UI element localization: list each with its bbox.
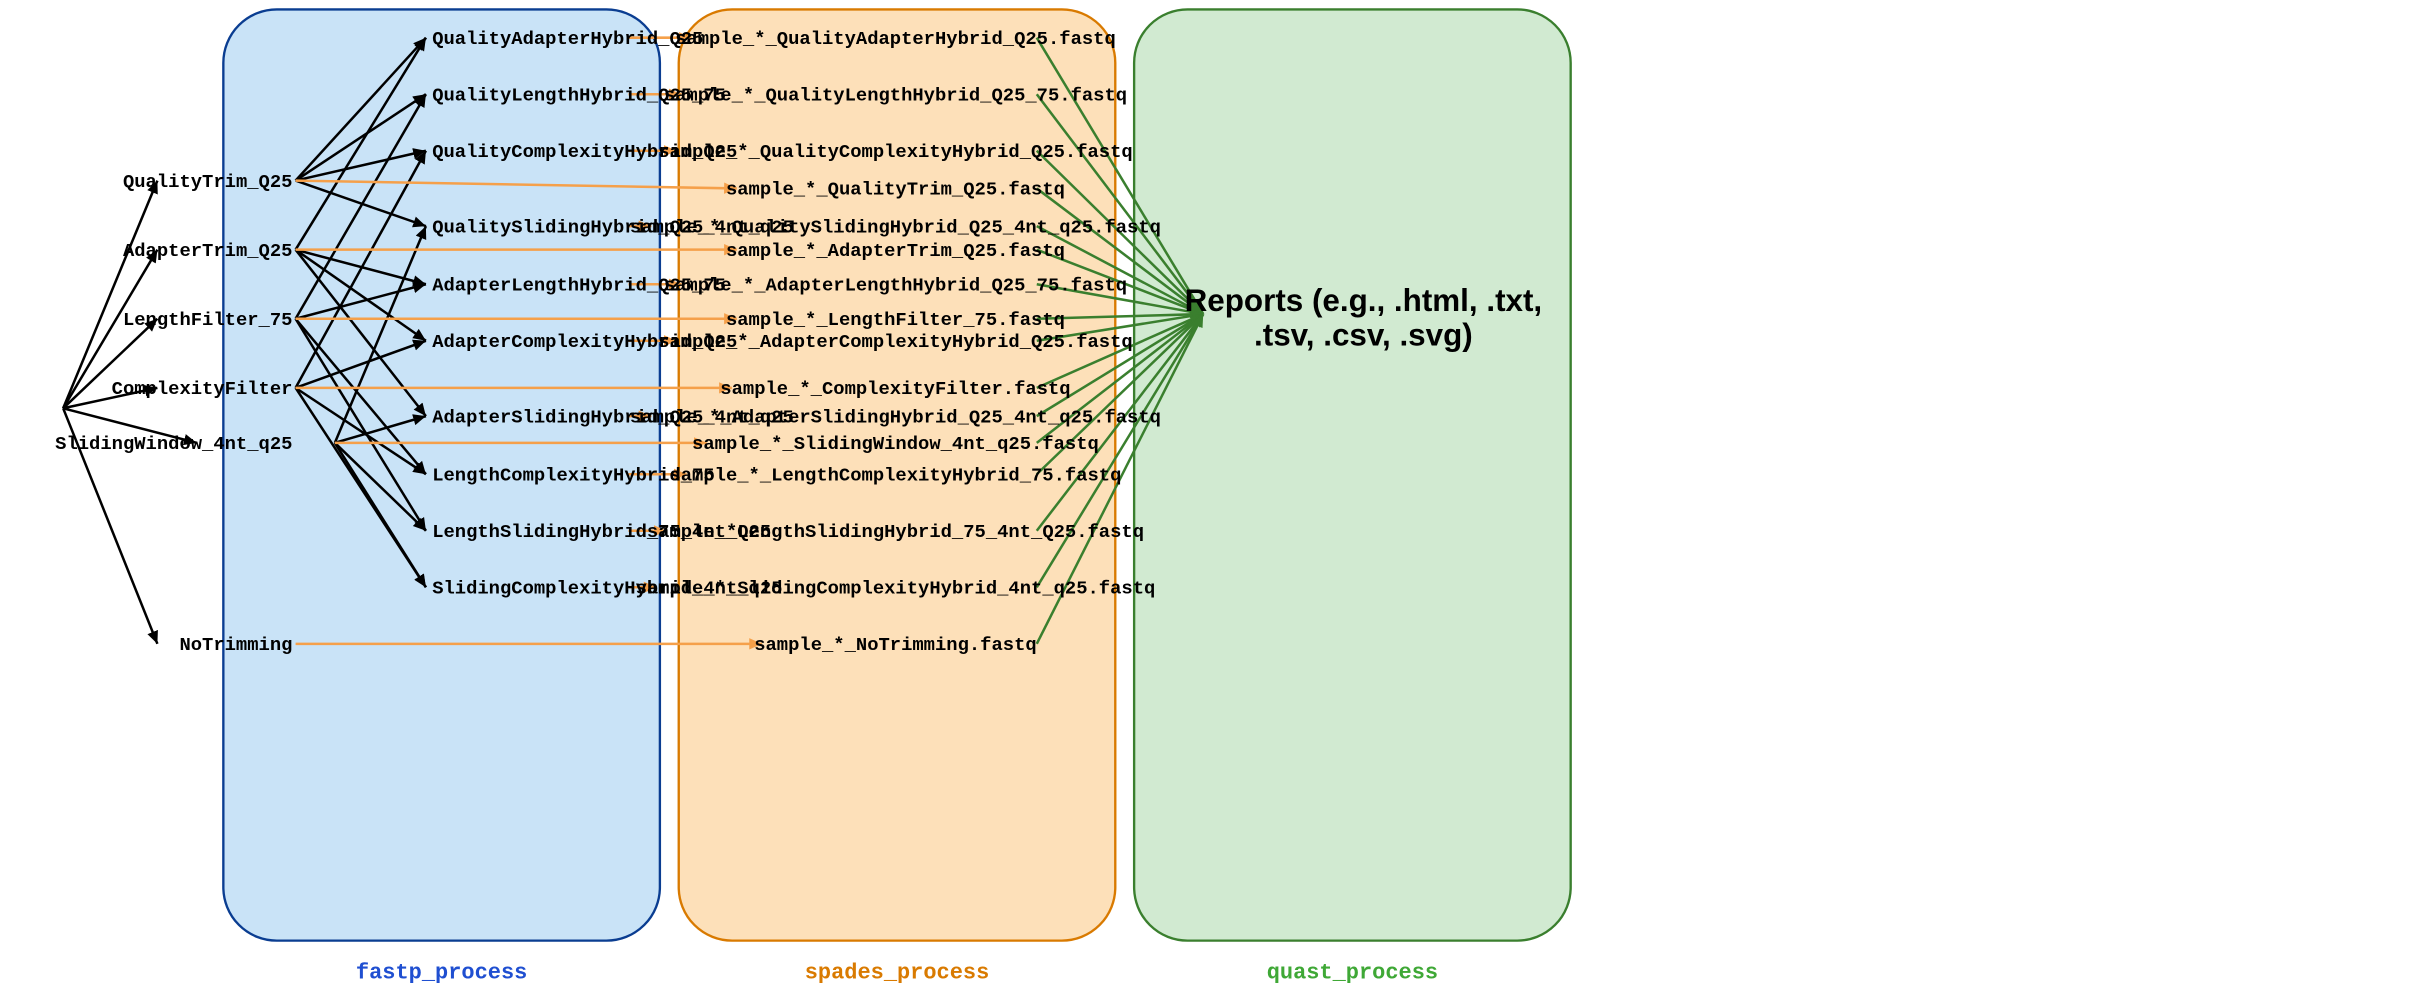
sample-label: sample_*_SlidingComplexityHybrid_4nt_q25… — [636, 578, 1156, 600]
sample-label: sample_*_AdapterComplexityHybrid_Q25.fas… — [658, 331, 1133, 353]
reports-line-2: .tsv, .csv, .svg) — [1254, 317, 1473, 352]
sample-label: sample_*_QualityAdapterHybrid_Q25.fastq — [675, 28, 1116, 50]
hybrid-qa: QualityAdapterHybrid_Q25 — [432, 28, 703, 50]
panel-label-spades: spades_process — [805, 960, 990, 985]
primary-notr: NoTrimming — [179, 634, 292, 656]
primary-len: LengthFilter_75 — [123, 309, 292, 331]
sample-label: sample_*_ComplexityFilter.fastq — [720, 378, 1070, 400]
panel-quast — [1134, 9, 1571, 940]
primary-comp: ComplexityFilter — [112, 378, 293, 400]
sample-label: sample_*_NoTrimming.fastq — [754, 634, 1036, 656]
sample-label: sample_*_QualitySlidingHybrid_Q25_4nt_q2… — [630, 216, 1161, 238]
primary-slide: SlidingWindow_4nt_q25 — [55, 433, 292, 455]
sample-label: sample_*_SlidingWindow_4nt_q25.fastq — [692, 433, 1099, 455]
sample-label: sample_*_QualityTrim_Q25.fastq — [726, 179, 1065, 201]
sample-label: sample_*_QualityComplexityHybrid_Q25.fas… — [658, 141, 1133, 163]
primary-adapt: AdapterTrim_Q25 — [123, 240, 292, 262]
sample-label: sample_*_LengthFilter_75.fastq — [726, 309, 1065, 331]
primary-qual: QualityTrim_Q25 — [123, 171, 292, 193]
sample-label: sample_*_AdapterTrim_Q25.fastq — [726, 240, 1065, 262]
sample-label: sample_*_AdapterLengthHybrid_Q25_75.fast… — [664, 275, 1127, 297]
reports-line-1: Reports (e.g., .html, .txt, — [1185, 283, 1543, 318]
panel-label-quast: quast_process — [1267, 960, 1438, 985]
panel-label-fastp: fastp_process — [356, 960, 527, 985]
sample-label: sample_*LengthSlidingHybrid_75_4nt_Q25.f… — [647, 521, 1144, 543]
sample-label: sample_*_QualityLengthHybrid_Q25_75.fast… — [664, 85, 1127, 107]
sample-label: sample_*_LengthComplexityHybrid_75.fastq — [669, 465, 1121, 487]
sample-label: sample_*_AdapterSlidingHybrid_Q25_4nt_q2… — [630, 406, 1161, 428]
